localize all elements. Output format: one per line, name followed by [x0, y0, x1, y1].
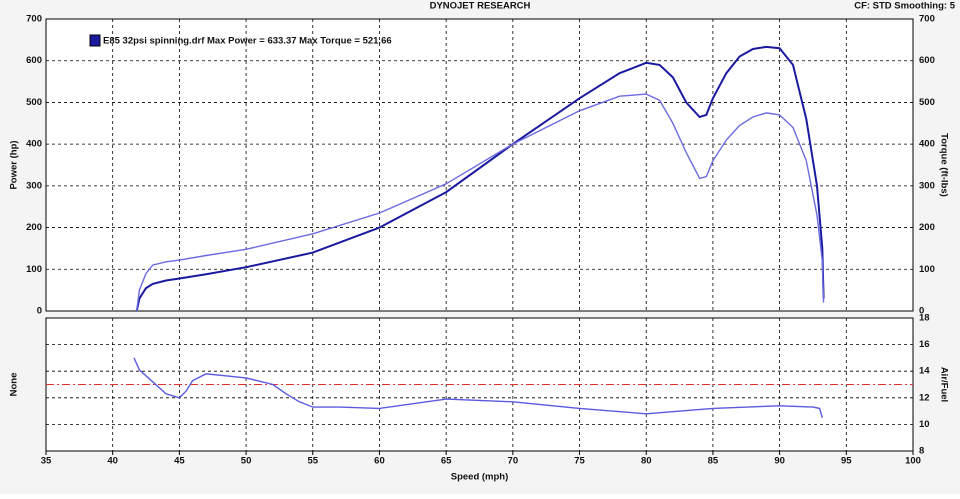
x-tick-label: 45: [174, 456, 185, 467]
y2-tick-label: 600: [919, 55, 935, 66]
y2-axis-label: Air/Fuel: [938, 367, 949, 402]
x-tick-label: 50: [241, 456, 252, 467]
chart-subtitle: CF: STD Smoothing: 5: [854, 1, 956, 12]
y2-tick-label: 400: [919, 139, 935, 150]
y2-axis-label: Torque (ft-lbs): [938, 133, 949, 197]
legend-swatch: [89, 34, 101, 47]
y2-tick-label: 200: [919, 222, 935, 233]
series-line: [135, 45, 825, 312]
legend-label: E85 32psi spinning.drf Max Power = 633.3…: [103, 36, 392, 47]
y-tick-label: 300: [26, 180, 42, 191]
y-tick-label: 600: [26, 55, 42, 66]
plot-area: [45, 18, 914, 312]
x-tick-label: 75: [574, 456, 585, 467]
y-tick-label: 16: [919, 339, 930, 350]
y-axis-label: Power (hp): [9, 140, 20, 189]
x-tick-label: 85: [708, 456, 719, 467]
y-tick-label: 18: [919, 313, 930, 324]
x-tick-label: 35: [41, 456, 52, 467]
x-tick-label: 95: [841, 456, 852, 467]
y2-tick-label: 500: [919, 97, 935, 108]
x-axis-label: Speed (mph): [451, 472, 509, 483]
x-tick-label: 90: [774, 456, 785, 467]
y-tick-label: 12: [919, 392, 930, 403]
y-tick-label: 10: [919, 419, 930, 430]
y-tick-label: 500: [26, 97, 42, 108]
y-tick-label: 8: [919, 446, 924, 457]
y-tick-label: 200: [26, 222, 42, 233]
y2-tick-label: 700: [919, 14, 935, 25]
x-tick-label: 40: [107, 456, 118, 467]
series-line: [136, 93, 825, 312]
y-tick-label: 14: [919, 366, 930, 377]
y2-tick-label: 0: [919, 306, 924, 317]
series-line: [133, 357, 823, 418]
x-tick-label: 100: [905, 456, 921, 467]
y-tick-label: 0: [37, 306, 42, 317]
x-tick-label: 80: [641, 456, 652, 467]
y-axis-label: None: [9, 373, 20, 397]
y2-tick-label: 300: [919, 180, 935, 191]
x-tick-label: 65: [441, 456, 452, 467]
x-tick-label: 70: [508, 456, 519, 467]
x-tick-label: 60: [374, 456, 385, 467]
y2-tick-label: 100: [919, 264, 935, 275]
x-tick-label: 55: [307, 456, 318, 467]
y-tick-label: 400: [26, 139, 42, 150]
y-tick-label: 100: [26, 264, 42, 275]
y-tick-label: 700: [26, 14, 42, 25]
chart-title: DYNOJET RESEARCH: [430, 1, 531, 12]
